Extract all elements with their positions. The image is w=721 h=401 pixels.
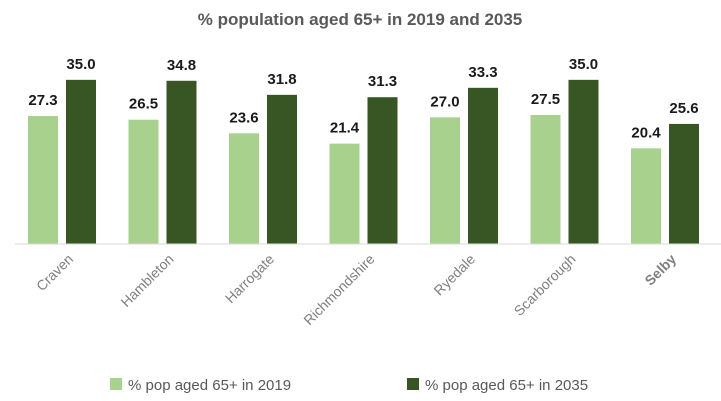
legend-label-2019: % pop aged 65+ in 2019 [128, 377, 291, 394]
data-label-scarborough-2019: 27.5 [531, 91, 560, 108]
data-label-hambleton-2035: 34.8 [167, 57, 196, 74]
data-label-craven-2019: 27.3 [28, 92, 57, 109]
bar-selby-2019 [631, 148, 661, 244]
bar-craven-2035 [66, 79, 96, 244]
data-label-ryedale-2019: 27.0 [430, 93, 459, 110]
legend-swatch-2035 [407, 378, 419, 390]
data-label-richmondshire-2035: 31.3 [368, 73, 397, 90]
data-label-harrogate-2019: 23.6 [229, 109, 258, 126]
bar-hambleton-2019 [128, 119, 159, 244]
bar-harrogate-2019 [229, 133, 259, 244]
x-tick-harrogate: Harrogate [222, 251, 277, 306]
legend: % pop aged 65+ in 2019 % pop aged 65+ in… [110, 377, 588, 394]
bar-scarborough-2019 [530, 115, 561, 245]
x-tick-labels: Craven Hambleton Harrogate Richmondshire Rye… [33, 251, 679, 328]
data-label-richmondshire-2019: 21.4 [330, 120, 360, 137]
data-label-scarborough-2035: 35.0 [569, 56, 598, 73]
bars-group [28, 79, 699, 245]
legend-label-2035: % pop aged 65+ in 2035 [425, 377, 588, 394]
bar-selby-2035 [669, 123, 699, 244]
data-label-ryedale-2035: 33.3 [468, 64, 497, 81]
bar-ryedale-2035 [468, 87, 498, 244]
x-tick-richmondshire: Richmondshire [300, 251, 377, 328]
bar-richmondshire-2019 [329, 143, 360, 244]
x-tick-craven: Craven [33, 251, 76, 294]
data-labels-group: 27.3 35.0 26.5 34.8 23.6 31.8 21.4 31.3 27.0 33.3… [28, 56, 698, 141]
data-label-hambleton-2019: 26.5 [129, 96, 158, 113]
bar-craven-2019 [28, 115, 58, 244]
data-label-harrogate-2035: 31.8 [267, 71, 296, 88]
chart-title: % population aged 65+ in 2019 and 2035 [198, 10, 523, 29]
x-tick-selby: Selby [641, 251, 679, 289]
legend-swatch-2019 [110, 378, 122, 390]
bar-richmondshire-2035 [367, 97, 398, 244]
data-label-selby-2019: 20.4 [631, 124, 661, 141]
bar-harrogate-2035 [267, 94, 297, 244]
x-tick-hambleton: Hambleton [117, 251, 176, 310]
x-tick-ryedale: Ryedale [430, 251, 478, 299]
bar-ryedale-2019 [430, 117, 460, 244]
data-label-craven-2035: 35.0 [66, 56, 95, 73]
data-label-selby-2035: 25.6 [669, 100, 698, 117]
bar-hambleton-2035 [166, 80, 197, 245]
x-tick-scarborough: Scarborough [511, 251, 579, 319]
bar-scarborough-2035 [568, 79, 599, 244]
